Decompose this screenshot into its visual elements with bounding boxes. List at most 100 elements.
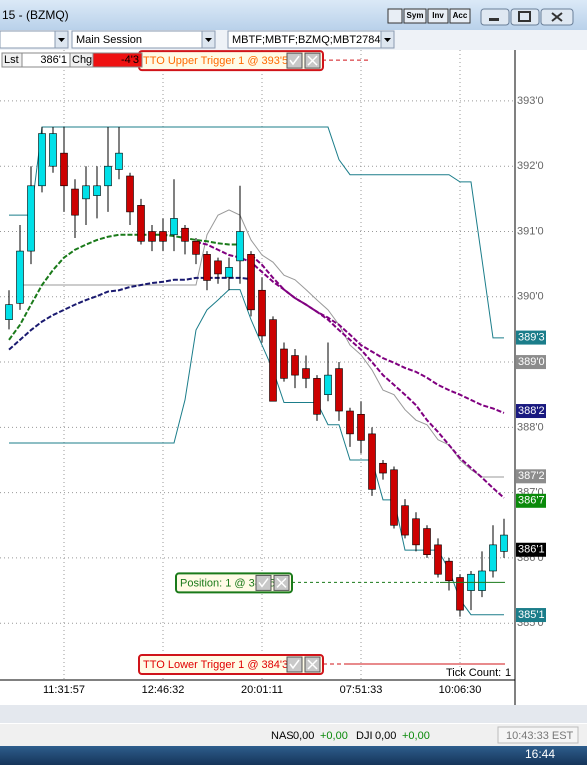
candle-body [181,227,189,242]
price-flag [516,404,546,419]
button-label[interactable]: Acc [453,11,468,20]
candle-body [115,152,123,170]
x-tick-label: 12:46:32 [142,684,185,696]
price-flag [516,608,546,623]
confirm-button[interactable] [286,656,303,673]
icon [489,18,499,21]
last-label: Lst [4,54,19,66]
order-label: TTO Upper Trigger 1 @ 393'5 [143,55,288,67]
price-flag-label: 388'2 [518,405,545,417]
indicator-line [9,289,504,616]
candle-body [280,348,288,379]
price-flag [516,330,546,345]
indicator-line [9,126,504,339]
candle-body [346,410,354,435]
nas-change: +0,00 [320,730,348,742]
candle-body [247,254,255,311]
nas-label: NAS [271,730,294,742]
symbol-select[interactable]: MBTF;MBTF;BZMQ;MBT27849 [232,34,387,46]
price-flag-label: 389'0 [518,356,545,368]
button-label[interactable]: Inv [432,11,444,20]
nas-value: 0,00 [293,730,314,742]
plot: 385'0386'0387'0388'0389'0390'0391'0392'0… [0,50,546,696]
icon [289,659,300,670]
indicator-line [250,254,505,414]
indicator-line [20,209,504,478]
quote-box [92,52,143,68]
candle-body [148,231,156,242]
candle-body [313,378,321,415]
taskbar [0,746,587,765]
candle-body [192,240,200,255]
price-flag [516,542,546,557]
x-tick-label: 07:51:33 [340,684,383,696]
candle-body [203,254,211,281]
dji-value: 0,00 [375,730,396,742]
change-label: Chg [72,54,92,66]
y-tick-label: 393'0 [517,95,544,107]
icon [307,659,318,670]
button[interactable] [427,8,449,24]
time-box [497,726,579,744]
candle-body [269,319,277,402]
window-controls [480,8,574,26]
y-tick-label: 392'0 [517,160,544,172]
candle-body [291,355,299,376]
candle-body [236,231,244,262]
tool-buttons: Sym Inv Acc [387,8,471,24]
scroll-area [0,705,587,723]
taskbar-clock: 16:44 [525,747,555,761]
candle-body [27,185,35,252]
order-label: TTO Lower Trigger 1 @ 384'3 [143,659,288,671]
x-tick-label: 11:31:57 [43,684,85,696]
button[interactable] [387,8,403,24]
candle-body [214,260,222,275]
candle-body [324,374,332,396]
candle-body [225,267,233,278]
candle-body [423,528,431,555]
price-flag-label: 386'1 [518,544,545,556]
price-flag-label: 386'7 [518,495,545,507]
candle-body [71,188,79,216]
dji-change: +0,00 [402,730,430,742]
icon [551,12,563,22]
candle-body [82,185,90,200]
icon [518,11,531,22]
status-bar [0,724,587,746]
y-tick-label: 390'0 [517,291,544,303]
price-flag-label: 385'1 [518,609,545,621]
candle-body [5,304,13,320]
price-flag [516,493,546,508]
button-label[interactable]: Sym [407,11,424,20]
confirm-button[interactable] [255,574,272,591]
candle-body [368,433,376,490]
chart-area [0,50,587,705]
x-tick-label: 10:06:30 [439,684,482,696]
icon [307,55,318,66]
button[interactable] [449,8,471,24]
status-time: 10:43:33 EST [506,730,574,742]
candle-body [302,368,310,379]
change-value: -4'3 [121,54,139,66]
dji-label: DJI [356,730,373,742]
button[interactable] [403,8,427,24]
candle-body [434,544,442,575]
session-select[interactable]: Main Session [76,34,142,46]
price-flag [516,355,546,370]
candle-body [401,505,409,536]
icon [258,577,269,588]
candle-body [126,175,134,213]
candle-body [104,165,112,187]
y-tick-label: 388'0 [517,421,544,433]
tick-count-label: Tick Count: [446,667,501,679]
candle-body [456,577,464,611]
icon [276,577,287,588]
order-widget[interactable] [138,654,324,676]
confirm-button[interactable] [286,52,303,69]
candle-body [60,152,68,187]
candle-body [489,544,497,572]
candle-body [478,570,486,591]
minimize-button[interactable] [480,8,510,26]
window-title: 15 - (BZMQ) [2,8,69,22]
